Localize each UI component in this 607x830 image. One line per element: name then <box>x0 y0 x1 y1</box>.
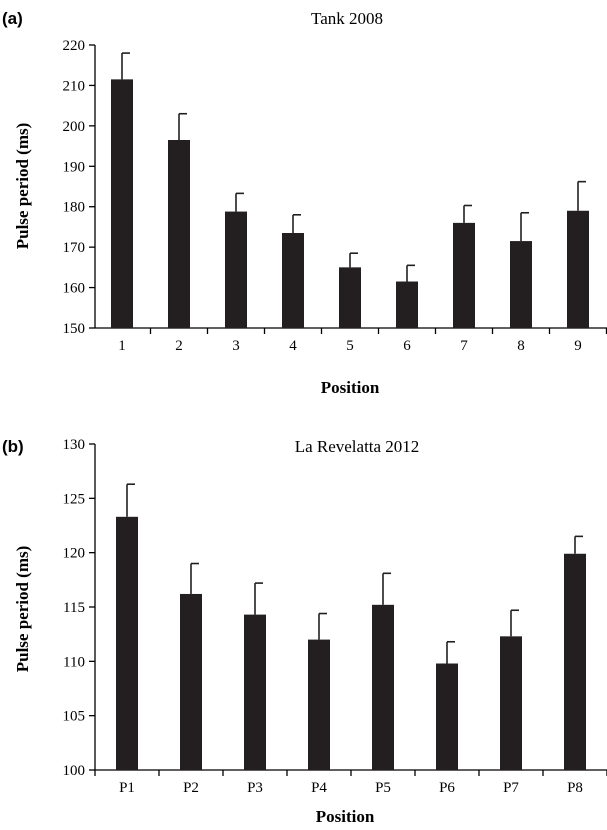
error-bars-b <box>126 483 583 664</box>
x-tick-label-b-2: P3 <box>247 780 263 796</box>
y-axis-title-b: Pulse period (ms) <box>13 546 32 673</box>
x-ticks-b: P1 P2 P3 P4 P5 P6 P7 P8 <box>94 770 607 796</box>
error-bar-b-P7 <box>510 609 519 637</box>
x-tick-label-b-5: P6 <box>439 780 455 796</box>
x-tick-label-a-6: 7 <box>460 338 468 354</box>
bar-a-5 <box>339 267 361 328</box>
x-tick-label-a-2: 3 <box>232 338 240 354</box>
error-bar-b-P1 <box>126 483 135 517</box>
error-bar-a-7 <box>463 204 472 223</box>
bar-a-8 <box>510 241 532 328</box>
x-tick-label-b-4: P5 <box>375 780 391 796</box>
chart-title-b: La Revelatta 2012 <box>295 437 420 456</box>
x-tick-label-a-5: 6 <box>403 338 411 354</box>
bar-b-P6 <box>436 663 458 770</box>
bar-b-P1 <box>116 516 138 770</box>
y-tick-label-b-3: 115 <box>63 600 85 616</box>
y-tick-label-a-3: 180 <box>63 200 86 216</box>
error-bar-b-P2 <box>190 562 199 594</box>
y-tick-label-b-6: 130 <box>63 437 86 453</box>
x-tick-label-b-3: P4 <box>311 780 327 796</box>
y-tick-label-b-4: 120 <box>63 546 86 562</box>
bar-a-2 <box>168 140 190 328</box>
error-bar-b-P4 <box>318 612 327 640</box>
bar-b-P2 <box>180 593 202 770</box>
y-tick-label-a-4: 190 <box>63 159 86 175</box>
bar-a-4 <box>282 232 304 328</box>
error-bar-a-8 <box>520 211 529 242</box>
y-tick-label-b-5: 125 <box>63 491 86 507</box>
y-tick-label-a-6: 210 <box>63 78 86 94</box>
y-tick-label-a-1: 160 <box>63 281 86 297</box>
y-tick-label-b-2: 110 <box>63 654 85 670</box>
x-axis-title-b: Position <box>316 807 375 826</box>
y-tick-label-b-0: 100 <box>63 763 86 779</box>
error-bar-a-6 <box>406 264 415 282</box>
y-axis-title-a: Pulse period (ms) <box>13 123 32 250</box>
x-tick-label-b-6: P7 <box>503 780 519 796</box>
bar-b-P8 <box>564 553 586 770</box>
error-bar-b-P3 <box>254 582 263 615</box>
bar-a-9 <box>567 210 589 328</box>
error-bar-a-2 <box>178 112 187 141</box>
y-tick-label-a-2: 170 <box>63 240 86 256</box>
bar-a-3 <box>225 211 247 328</box>
chart-panel-b: (b) La Revelatta 2012 Pulse period (ms) … <box>2 437 607 826</box>
x-tick-label-a-1: 2 <box>175 338 183 354</box>
chart-panel-a: (a) Tank 2008 Pulse period (ms) Position… <box>2 9 607 397</box>
bar-a-6 <box>396 281 418 328</box>
error-bars-a <box>121 52 586 282</box>
error-bar-b-P6 <box>446 640 455 664</box>
y-tick-label-a-7: 220 <box>63 38 86 54</box>
y-ticks-b: 100 105 110 115 120 125 130 <box>63 437 95 779</box>
panel-label-b: (b) <box>2 437 24 456</box>
x-tick-label-a-0: 1 <box>118 338 126 354</box>
error-bar-b-P8 <box>574 535 583 554</box>
bar-b-P3 <box>244 614 266 770</box>
panel-label-a: (a) <box>2 9 23 28</box>
error-bar-a-3 <box>235 192 244 212</box>
y-ticks-a: 150 160 170 180 190 200 210 220 <box>63 38 95 337</box>
bar-b-P4 <box>308 639 330 770</box>
y-tick-label-b-1: 105 <box>63 709 86 725</box>
x-ticks-a: 1 2 3 4 5 6 7 8 9 <box>118 328 607 354</box>
x-tick-label-b-0: P1 <box>119 780 135 796</box>
error-bar-a-1 <box>121 52 130 80</box>
x-tick-label-b-7: P8 <box>567 780 583 796</box>
x-axis-title-a: Position <box>321 378 380 397</box>
error-bar-b-P5 <box>382 572 391 605</box>
bars-a <box>111 79 589 328</box>
x-tick-label-a-3: 4 <box>289 338 297 354</box>
chart-title-a: Tank 2008 <box>311 9 383 28</box>
x-tick-label-b-1: P2 <box>183 780 199 796</box>
x-tick-label-a-4: 5 <box>346 338 354 354</box>
error-bar-a-4 <box>292 214 301 233</box>
y-tick-label-a-0: 150 <box>63 321 86 337</box>
error-bar-a-9 <box>577 180 586 211</box>
x-tick-label-a-7: 8 <box>517 338 525 354</box>
x-tick-label-a-8: 9 <box>574 338 582 354</box>
bar-b-P7 <box>500 636 522 770</box>
y-tick-label-a-5: 200 <box>63 119 86 135</box>
bar-a-7 <box>453 222 475 328</box>
error-bar-a-5 <box>349 252 358 268</box>
bar-b-P5 <box>372 604 394 770</box>
bars-b <box>116 516 586 770</box>
bar-a-1 <box>111 79 133 328</box>
